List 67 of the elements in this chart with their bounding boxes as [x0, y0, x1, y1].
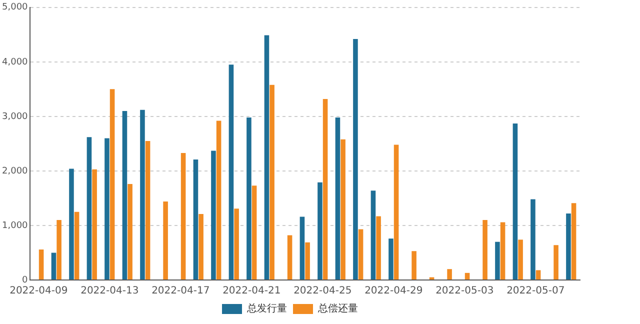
legend-label: 总发行量 — [246, 302, 287, 315]
bar — [163, 201, 168, 280]
y-tick-label: 3,000 — [2, 112, 28, 122]
bar — [74, 212, 80, 280]
x-tick-label: 2022-04-25 — [294, 286, 352, 297]
bar — [264, 35, 270, 280]
bar — [394, 144, 399, 280]
x-tick-label: 2022-04-17 — [152, 286, 210, 297]
bar — [198, 214, 204, 280]
bar — [571, 203, 576, 280]
bar — [518, 240, 523, 280]
x-tick-label: 2022-05-07 — [506, 286, 565, 297]
bar — [300, 216, 305, 280]
bar — [530, 199, 536, 280]
bar — [110, 89, 115, 280]
bar — [228, 64, 234, 280]
bar — [51, 252, 56, 280]
bar — [495, 242, 500, 280]
legend-label: 总偿还量 — [317, 302, 358, 315]
bar — [270, 84, 274, 280]
bar — [353, 39, 358, 280]
x-tick-label: 2022-04-21 — [222, 286, 281, 297]
x-tick-label: 2022-04-13 — [80, 286, 139, 297]
y-tick-label: 2,000 — [2, 166, 28, 176]
bar — [566, 213, 571, 280]
bar — [370, 190, 376, 280]
bar — [554, 245, 558, 280]
bar — [252, 186, 257, 280]
bar — [216, 120, 222, 280]
bar — [447, 269, 452, 280]
bar — [512, 124, 518, 280]
bar — [145, 140, 150, 280]
bar — [140, 110, 145, 280]
bar — [376, 216, 381, 280]
bar — [340, 139, 346, 280]
bar — [122, 110, 128, 280]
x-tick-label: 2022-04-09 — [10, 286, 68, 297]
bar — [246, 118, 252, 280]
y-tick-label: 0 — [22, 275, 28, 286]
bar — [335, 118, 340, 280]
bar — [180, 152, 186, 280]
y-tick-label: 1,000 — [2, 220, 28, 231]
y-tick-label: 5,000 — [2, 2, 28, 13]
bar — [464, 272, 470, 280]
bar — [482, 220, 488, 280]
bar — [104, 138, 110, 280]
bar — [234, 208, 239, 280]
bar — [500, 222, 506, 280]
bar — [388, 238, 394, 280]
bar — [92, 169, 97, 280]
bar — [358, 229, 364, 280]
bar — [305, 242, 310, 280]
x-tick-label: 2022-04-29 — [364, 286, 423, 297]
x-tick-label: 2022-05-03 — [436, 286, 494, 297]
bar — [193, 160, 198, 280]
bar — [287, 235, 292, 280]
bar — [69, 168, 74, 280]
bar — [536, 270, 541, 280]
bar — [56, 220, 62, 280]
bar — [38, 249, 44, 280]
bar — [86, 137, 92, 280]
bar — [211, 150, 216, 280]
y-tick-label: 4,000 — [2, 57, 28, 68]
bar — [318, 182, 322, 280]
bar — [412, 251, 416, 280]
bar — [128, 184, 132, 280]
bar — [322, 98, 328, 280]
